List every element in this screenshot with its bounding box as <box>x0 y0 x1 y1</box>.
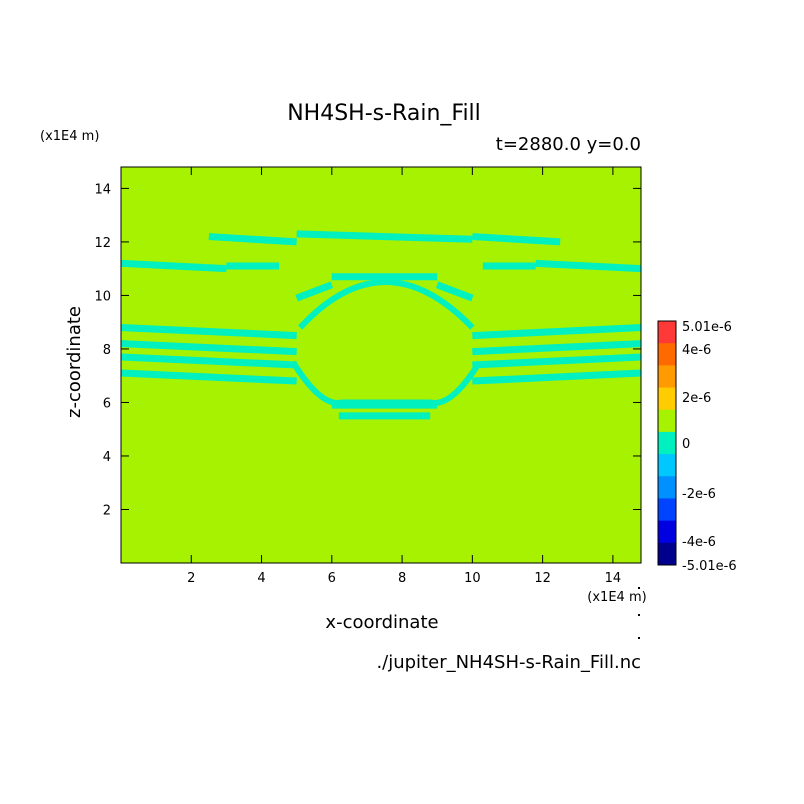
plot-area <box>120 166 642 564</box>
x-tick-label: 14 <box>605 571 622 586</box>
contour-band-arch <box>295 281 334 302</box>
colorbar-label: -4e-6 <box>682 535 716 550</box>
colorbar-swatch <box>658 343 676 366</box>
y-tick-label: 10 <box>94 289 111 304</box>
x-tick-label: 8 <box>398 571 406 586</box>
contour-band-left-layers <box>120 340 297 356</box>
contour-band-upper-band <box>120 259 227 273</box>
x-tick-label: 12 <box>534 571 551 586</box>
z-unit-label: (x1E4 m) <box>40 129 99 144</box>
colorbar-swatch <box>658 498 676 522</box>
y-tick-label: 4 <box>103 450 111 465</box>
colorbar-swatch <box>658 387 676 411</box>
corner-dot <box>638 587 640 589</box>
y-tick-label: 14 <box>94 182 111 197</box>
contour-band-right-layers <box>472 340 642 356</box>
chart-title: NH4SH-s-Rain_Fill <box>287 101 481 126</box>
contour-band-top-shelf <box>296 230 473 243</box>
contour-band-top-shelf <box>472 233 561 246</box>
contour-band-right-layers <box>472 353 642 369</box>
contour-arch-inner <box>297 279 475 330</box>
colorbar-label: 5.01e-6 <box>682 320 732 335</box>
colorbar-label: -2e-6 <box>682 487 716 502</box>
y-axis: 2 4 6 8 10 12 14 <box>94 182 641 518</box>
colorbar-label: 4e-6 <box>682 343 711 358</box>
colorbar-swatch <box>658 454 676 477</box>
contour-band-arch <box>435 281 474 302</box>
corner-dot <box>638 637 640 639</box>
colorbar-swatch <box>658 409 676 433</box>
colorbar-swatch <box>658 542 676 566</box>
colorbar-label: 0 <box>682 437 690 452</box>
contour-bowl <box>290 360 482 407</box>
colorbar-swatch <box>658 365 676 389</box>
colorbar-label: 2e-6 <box>682 391 711 406</box>
colorbar-swatch <box>658 431 676 455</box>
x-tick-label: 10 <box>464 571 481 586</box>
plot-frame <box>120 166 642 564</box>
contour-regions <box>120 230 642 420</box>
colorbar-label: -5.01e-6 <box>682 559 737 574</box>
contour-band-right-layers <box>472 324 642 340</box>
x-tick-label: 6 <box>328 571 336 586</box>
contour-band-left-layers <box>120 353 297 369</box>
y-tick-label: 6 <box>103 396 111 411</box>
plot-background <box>121 167 641 563</box>
x-axis: 2 4 6 8 10 12 14 <box>187 167 621 586</box>
contour-band-top-shelf <box>208 233 297 246</box>
contour-band-left-layers <box>120 369 297 385</box>
y-tick-label: 8 <box>103 343 111 358</box>
x-tick-label: 4 <box>257 571 265 586</box>
x-unit-label: (x1E4 m) <box>587 590 646 605</box>
colorbar-swatch <box>658 321 676 344</box>
corner-dot <box>638 614 640 616</box>
colorbar-frame <box>657 320 677 566</box>
colorbar <box>657 320 677 566</box>
x-tick-label: 2 <box>187 571 195 586</box>
colorbar-swatch <box>658 520 676 544</box>
time-position-label: t=2880.0 y=0.0 <box>496 134 641 155</box>
colorbar-labels: 5.01e-6 4e-6 2e-6 0 -2e-6 -4e-6 -5.01e-6 <box>682 320 737 574</box>
y-tick-label: 2 <box>103 503 111 518</box>
contour-band-right-layers <box>472 369 642 385</box>
y-axis-title: z-coordinate <box>64 306 85 418</box>
x-axis-title: x-coordinate <box>325 612 438 633</box>
y-tick-label: 12 <box>94 236 111 251</box>
colorbar-swatch <box>658 476 676 499</box>
contour-band-left-layers <box>120 324 297 340</box>
source-file-label: ./jupiter_NH4SH-s-Rain_Fill.nc <box>376 652 641 673</box>
contour-band-upper-band <box>535 259 642 273</box>
